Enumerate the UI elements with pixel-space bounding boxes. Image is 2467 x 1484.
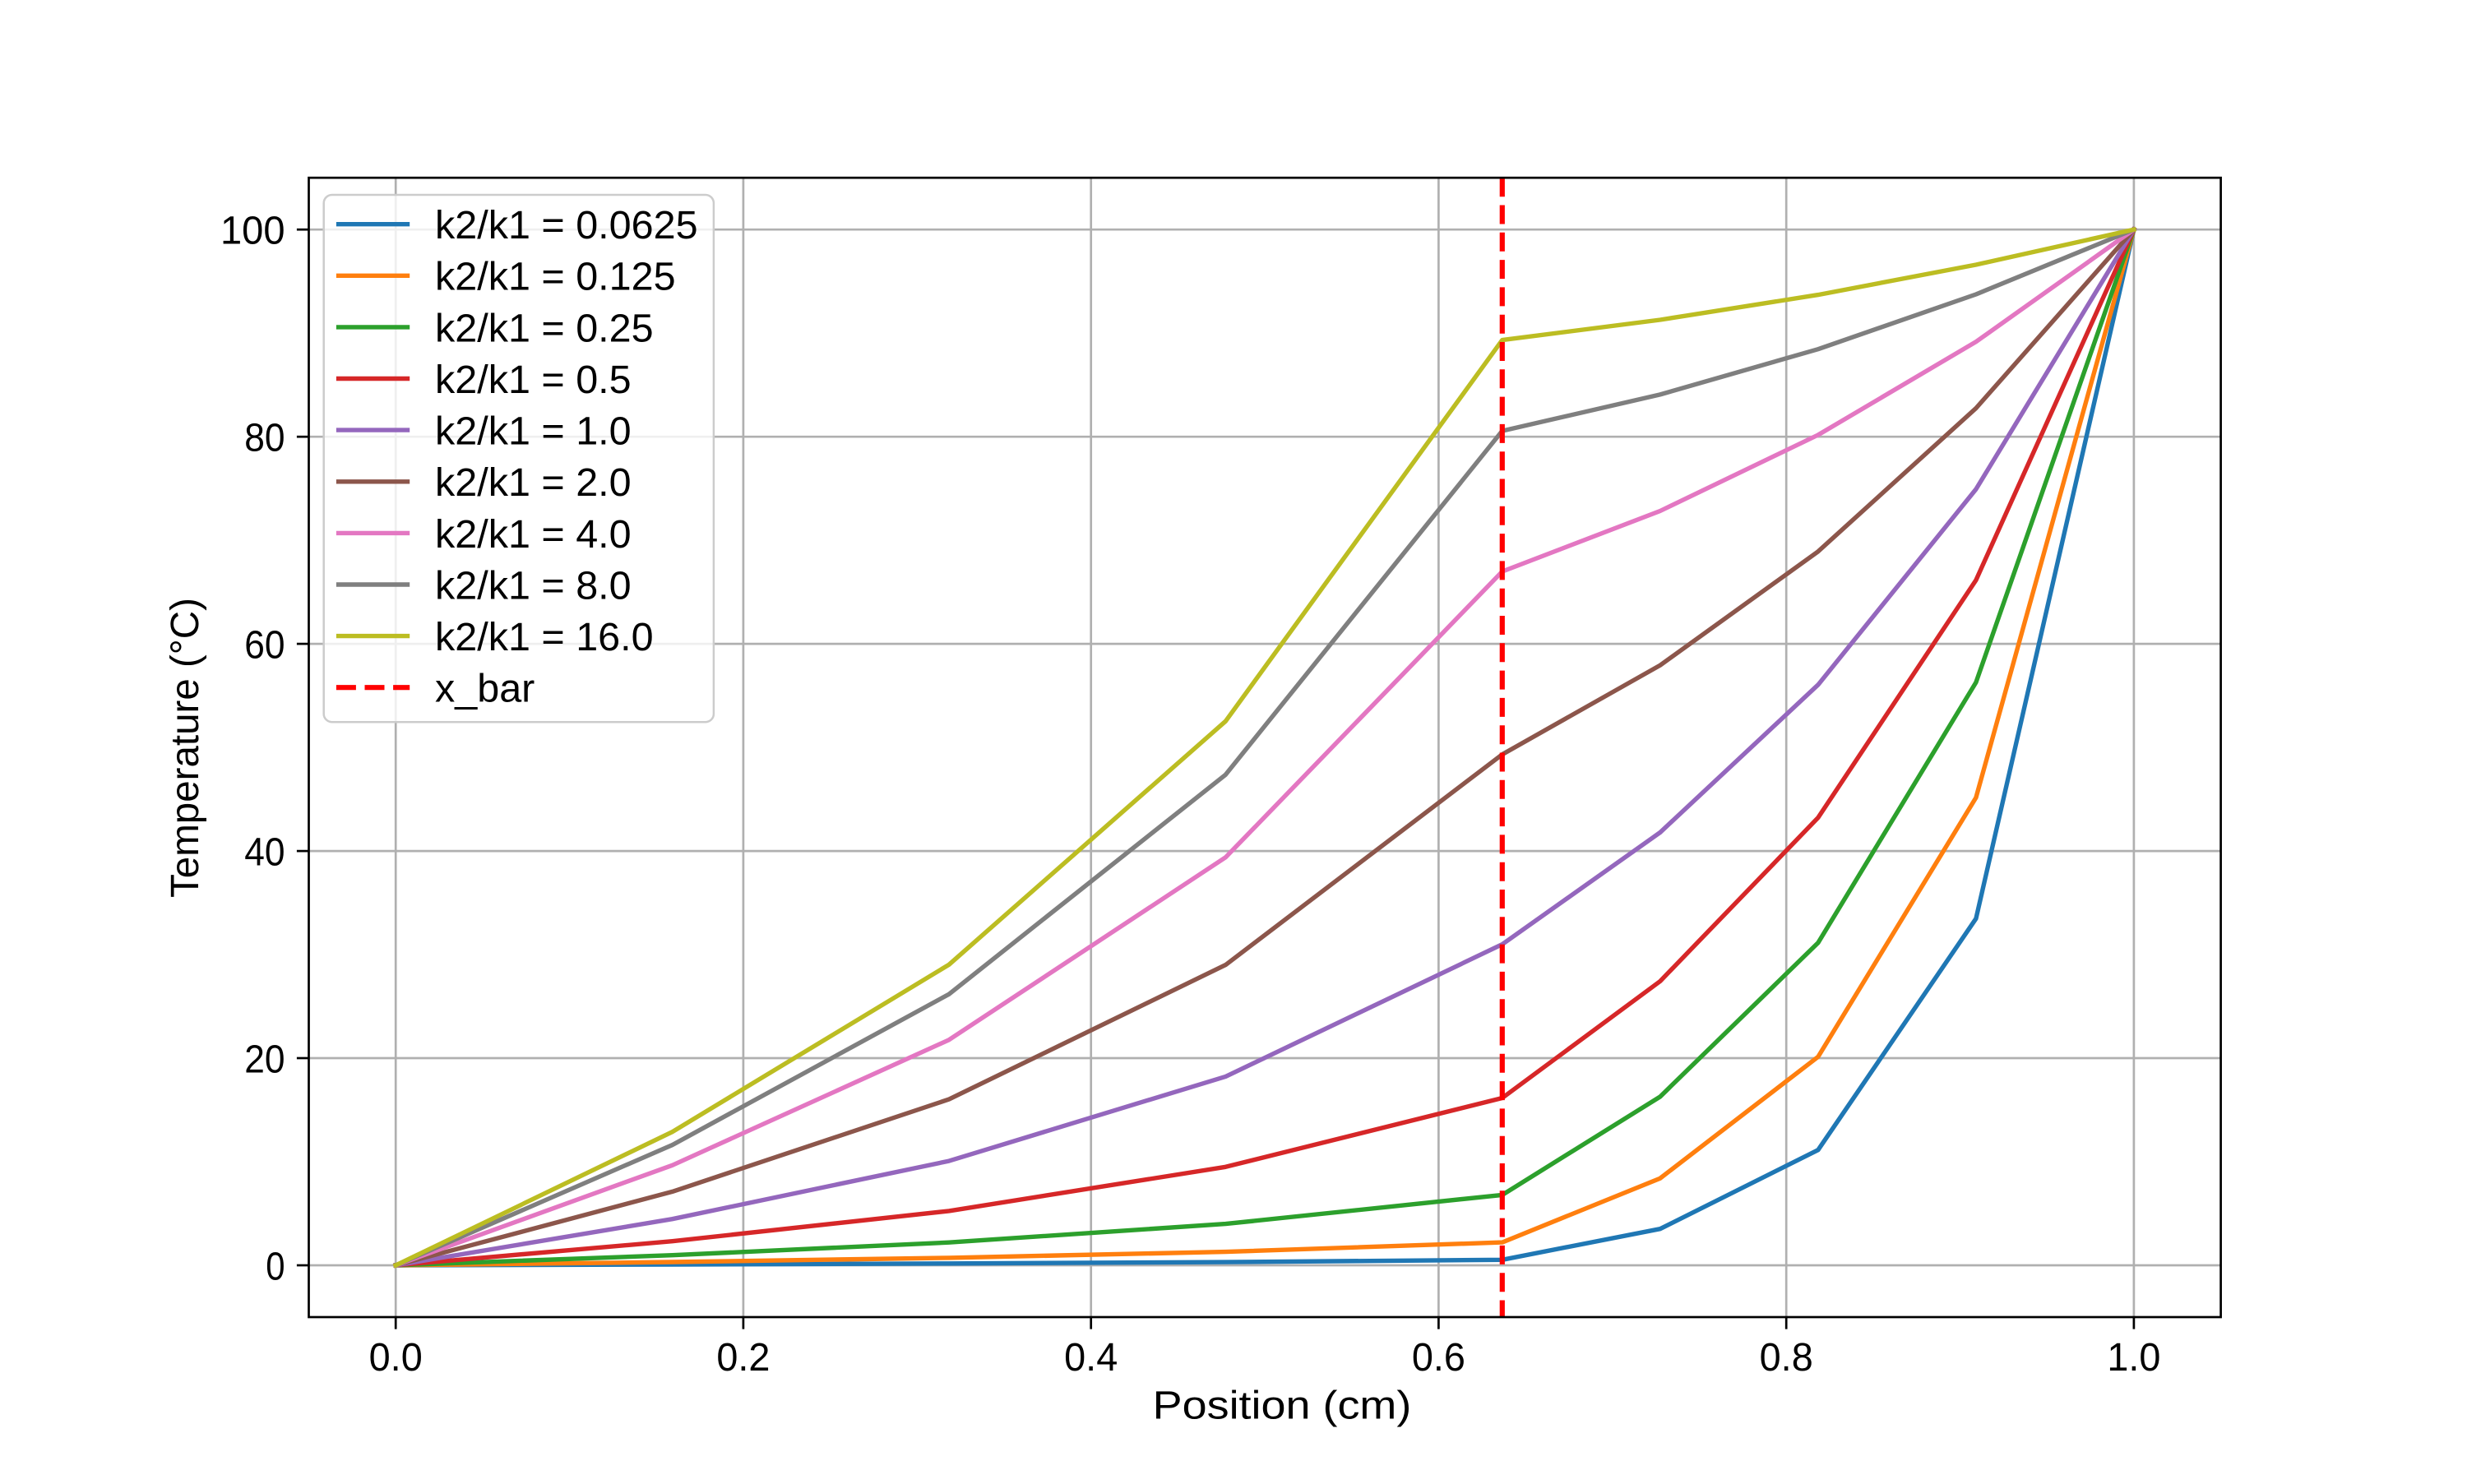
svg-text:k2/k1 = 8.0: k2/k1 = 8.0 <box>435 563 632 608</box>
svg-text:80: 80 <box>244 416 285 460</box>
svg-text:40: 40 <box>244 830 285 875</box>
svg-text:Position (cm): Position (cm) <box>1153 1384 1412 1428</box>
svg-text:60: 60 <box>244 623 285 668</box>
svg-text:k2/k1 = 16.0: k2/k1 = 16.0 <box>435 615 654 659</box>
svg-text:0: 0 <box>266 1245 285 1289</box>
svg-text:k2/k1 = 0.125: k2/k1 = 0.125 <box>435 255 676 299</box>
svg-text:0.0: 0.0 <box>369 1335 423 1380</box>
svg-text:0.4: 0.4 <box>1064 1335 1118 1380</box>
svg-text:k2/k1 = 0.5: k2/k1 = 0.5 <box>435 358 632 402</box>
svg-text:100: 100 <box>220 209 285 253</box>
svg-text:k2/k1 = 2.0: k2/k1 = 2.0 <box>435 460 632 505</box>
svg-text:k2/k1 = 1.0: k2/k1 = 1.0 <box>435 409 632 454</box>
svg-text:0.2: 0.2 <box>716 1335 770 1380</box>
svg-text:0.8: 0.8 <box>1760 1335 1813 1380</box>
svg-text:20: 20 <box>244 1038 285 1082</box>
svg-text:x_bar: x_bar <box>435 667 535 711</box>
svg-text:0.6: 0.6 <box>1412 1335 1465 1380</box>
svg-text:k2/k1 = 0.25: k2/k1 = 0.25 <box>435 306 654 350</box>
svg-text:Temperature (°C): Temperature (°C) <box>163 598 207 898</box>
svg-text:1.0: 1.0 <box>2107 1335 2160 1380</box>
svg-text:k2/k1 = 4.0: k2/k1 = 4.0 <box>435 512 632 557</box>
svg-text:k2/k1 = 0.0625: k2/k1 = 0.0625 <box>435 203 698 247</box>
